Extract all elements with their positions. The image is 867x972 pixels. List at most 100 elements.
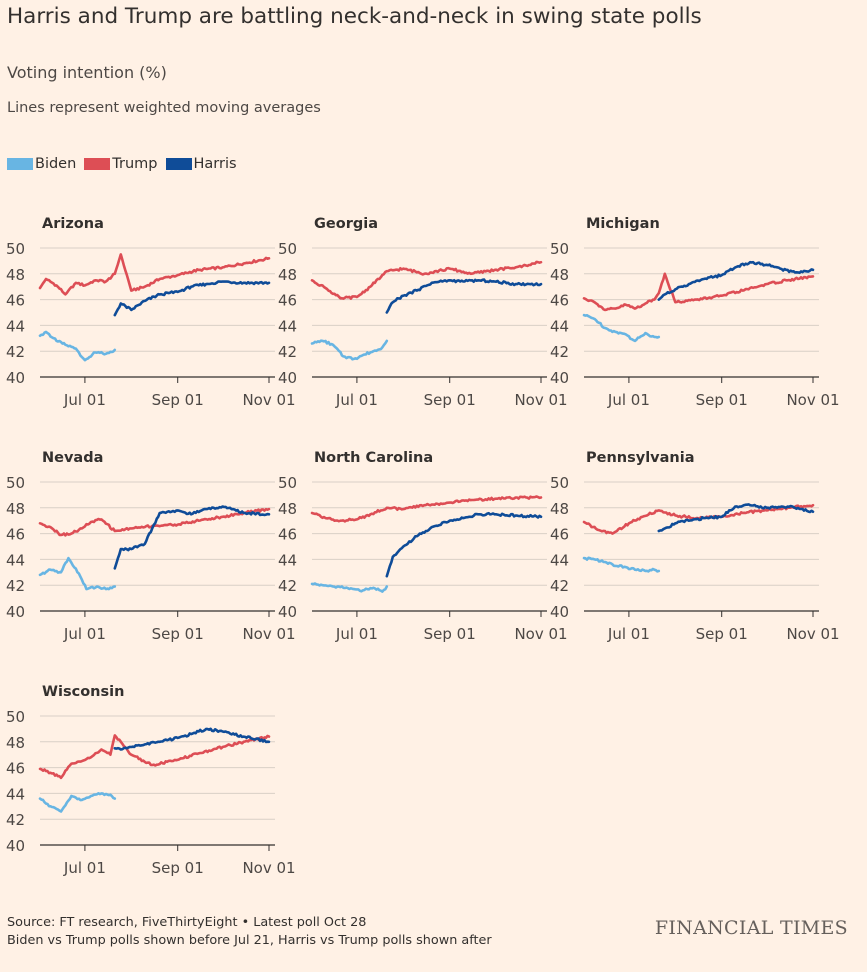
y-tick-label: 48: [550, 266, 569, 284]
x-tick-label: Nov 01: [242, 391, 295, 409]
legend-item-trump: Trump: [84, 156, 158, 172]
x-tick-label: Sep 01: [696, 391, 748, 409]
panel-title: Wisconsin: [42, 684, 124, 700]
y-tick-label: 50: [278, 240, 297, 258]
y-tick-label: 42: [550, 577, 569, 595]
y-tick-label: 44: [550, 551, 569, 569]
panel-title: North Carolina: [314, 450, 433, 466]
series-line-trump: [38, 253, 271, 296]
panel-title: Arizona: [42, 216, 104, 232]
x-tick-label: Sep 01: [152, 625, 204, 643]
y-tick-label: 44: [6, 317, 25, 335]
y-tick-label: 44: [550, 317, 569, 335]
panel-title: Georgia: [314, 216, 378, 232]
y-tick-label: 40: [6, 369, 25, 387]
chart-title: Harris and Trump are battling neck-and-n…: [7, 4, 702, 29]
series-line-biden: [38, 330, 117, 362]
panel-georgia: Georgia 40 42 44 46 48 50 Jul 01 Sep 01 Nov 01: [278, 216, 568, 409]
panel-pennsylvania: Pennsylvania 40 42 44 46 48 50 Jul 01 Sep 01 Nov …: [550, 450, 840, 643]
y-tick-label: 48: [550, 500, 569, 518]
legend-item-biden: Biden: [7, 156, 76, 172]
y-tick-label: 42: [6, 343, 25, 361]
panel-nevada: Nevada 40 42 44 46 48 50 Jul 01 Sep 01 Nov 01: [6, 450, 296, 643]
y-tick-label: 50: [6, 240, 25, 258]
x-tick-label: Sep 01: [152, 391, 204, 409]
x-tick-label: Jul 01: [607, 625, 650, 643]
panel-michigan: Michigan 40 42 44 46 48 50 Jul 01 Sep 01 Nov 01: [550, 216, 840, 409]
series-line-trump: [38, 734, 271, 780]
x-tick-label: Sep 01: [696, 625, 748, 643]
x-tick-label: Sep 01: [424, 625, 476, 643]
y-tick-label: 40: [550, 369, 569, 387]
x-tick-label: Nov 01: [514, 391, 567, 409]
y-tick-label: 50: [550, 240, 569, 258]
panel-title: Nevada: [42, 450, 103, 466]
x-tick-label: Jul 01: [607, 391, 650, 409]
y-tick-label: 50: [550, 474, 569, 492]
series-line-trump: [310, 495, 543, 523]
series-line-biden: [38, 556, 117, 591]
y-tick-label: 40: [278, 369, 297, 387]
y-tick-label: 50: [278, 474, 297, 492]
y-tick-label: 46: [6, 760, 25, 778]
x-tick-label: Sep 01: [152, 859, 204, 877]
series-line-harris: [385, 278, 543, 314]
y-tick-label: 46: [6, 526, 25, 544]
x-tick-label: Jul 01: [63, 391, 106, 409]
y-tick-label: 46: [550, 526, 569, 544]
x-tick-label: Nov 01: [786, 391, 839, 409]
y-tick-label: 42: [278, 577, 297, 595]
x-tick-label: Jul 01: [63, 859, 106, 877]
series-line-biden: [582, 556, 661, 573]
series-line-biden: [38, 792, 117, 813]
y-tick-label: 46: [278, 526, 297, 544]
legend: Biden Trump Harris: [7, 156, 245, 172]
y-tick-label: 40: [6, 603, 25, 621]
y-tick-label: 48: [6, 734, 25, 752]
x-tick-label: Nov 01: [514, 625, 567, 643]
x-tick-label: Jul 01: [335, 391, 378, 409]
series-line-harris: [113, 505, 271, 570]
y-tick-label: 50: [6, 474, 25, 492]
legend-swatch-trump: [84, 158, 111, 170]
chart-subtitle: Voting intention (%): [7, 63, 167, 82]
y-tick-label: 48: [6, 500, 25, 518]
series-line-harris: [385, 511, 543, 578]
panel-arizona: Arizona 40 42 44 46 48 50 Jul 01 Sep 01 Nov 01: [6, 216, 296, 409]
ft-logo: FINANCIAL TIMES: [654, 917, 848, 939]
series-line-harris: [657, 503, 815, 533]
series-line-biden: [582, 313, 661, 343]
series-line-biden: [310, 339, 389, 361]
y-tick-label: 46: [6, 292, 25, 310]
footer: Source: FT research, FiveThirtyEight • L…: [7, 914, 492, 950]
y-tick-label: 44: [6, 785, 25, 803]
series-line-harris: [657, 260, 815, 301]
panel-north-carolina: North Carolina 40 42 44 46 48 50 Jul 01 Sep 01 No…: [278, 450, 568, 643]
legend-label-harris: Harris: [193, 156, 237, 172]
y-tick-label: 40: [550, 603, 569, 621]
y-tick-label: 50: [6, 708, 25, 726]
legend-label-trump: Trump: [112, 156, 158, 172]
panel-title: Michigan: [586, 216, 660, 232]
x-tick-label: Sep 01: [424, 391, 476, 409]
y-tick-label: 48: [278, 500, 297, 518]
x-tick-label: Nov 01: [242, 859, 295, 877]
y-tick-label: 40: [278, 603, 297, 621]
x-tick-label: Nov 01: [242, 625, 295, 643]
method-note: Biden vs Trump polls shown before Jul 21…: [7, 933, 492, 948]
y-tick-label: 46: [550, 292, 569, 310]
x-tick-label: Nov 01: [786, 625, 839, 643]
x-tick-label: Jul 01: [63, 625, 106, 643]
legend-item-harris: Harris: [165, 156, 237, 172]
x-tick-label: Jul 01: [335, 625, 378, 643]
series-line-trump: [582, 272, 815, 312]
series-line-biden: [310, 582, 389, 593]
y-tick-label: 44: [278, 317, 297, 335]
y-tick-label: 42: [550, 343, 569, 361]
y-tick-label: 48: [6, 266, 25, 284]
y-tick-label: 40: [6, 837, 25, 855]
y-tick-label: 42: [278, 343, 297, 361]
panel-wisconsin: Wisconsin 40 42 44 46 48 50 Jul 01 Sep 01 Nov 01: [6, 684, 296, 877]
legend-swatch-biden: [7, 158, 33, 170]
